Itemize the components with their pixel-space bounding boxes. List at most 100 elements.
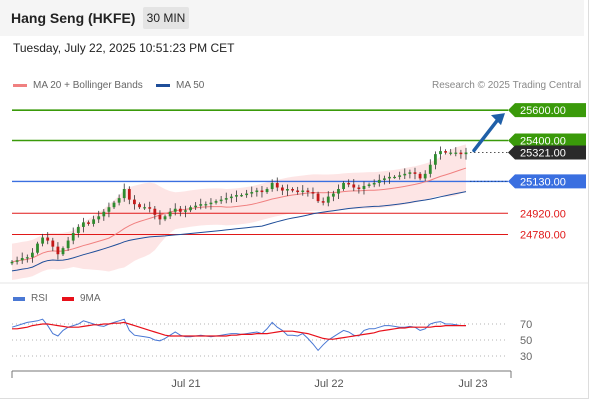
candle-body [398,175,402,177]
candle-body [382,178,386,180]
candle-body [260,190,264,193]
candle-body [184,210,187,212]
candle-body [25,257,29,259]
candle [173,203,177,216]
candle [168,208,172,220]
candle [454,147,458,157]
legend-ma20-swatch [13,84,27,87]
candle-body [444,151,447,153]
candle-body [311,192,315,194]
candle-body [148,207,152,209]
candle-body [388,176,391,179]
candle-body [296,190,300,193]
candle [408,169,412,179]
candle-body [41,237,45,244]
candle-body [199,204,203,206]
candle [87,220,90,226]
candle-body [408,172,412,174]
candle-body [306,190,310,193]
candle [66,236,70,251]
candle-body [301,190,305,193]
candle [143,203,147,210]
candle [117,194,121,206]
candle [235,190,238,203]
candle [51,237,55,252]
level-tag-2 [508,145,586,160]
candle [209,198,213,210]
candle-body [15,260,19,262]
candle [224,192,228,204]
candle [347,179,351,188]
chart-datetime: Tuesday, July 22, 2025 10:51:23 PM CET [13,41,235,55]
candle-body [393,176,396,179]
candle [265,187,269,194]
rsi-tick-label-0: 70 [520,319,532,331]
candle [41,233,45,247]
candle-body [76,226,80,233]
candle-body [362,185,366,190]
candle-body [51,240,55,247]
candle-body [133,199,136,205]
candle [398,171,402,180]
candle-body [10,261,14,264]
candle [61,246,65,257]
level-tag-3 [508,174,586,189]
candle [270,179,274,192]
candle-body [321,201,325,203]
credit-text: Research © 2025 Trading Central [432,80,582,91]
timeframe-button[interactable]: 30 MIN [143,7,189,29]
legend-rsi-label: RSI [31,293,48,304]
candle [189,205,192,213]
rsi-tick-label-2: 30 [520,351,532,363]
candle-body [71,232,75,241]
candle [133,195,136,210]
candle-body [240,195,243,197]
candle-body [286,189,289,191]
candle [357,184,361,194]
candle-body [352,184,356,188]
candle [82,217,85,233]
candle [321,197,325,206]
legend-9ma-swatch [62,296,74,301]
candle [311,187,315,200]
candle [20,252,24,264]
candle-body [158,214,162,220]
candle [10,259,14,266]
level-tag-1 [508,133,586,148]
candle-body [168,211,172,217]
candle-body [291,189,294,191]
candle [280,184,284,196]
candle [337,184,340,200]
candle [245,189,249,198]
candle-body [112,202,116,208]
candle-body [224,198,228,200]
candle [178,206,182,217]
candle [250,186,254,198]
candle-body [423,173,427,179]
candle-body [102,211,106,217]
candle-body [87,222,90,224]
candle [102,209,106,221]
candle [214,199,218,205]
candle [138,202,141,210]
projection-arrow-head [491,113,505,126]
candle-body [219,199,223,202]
candle [362,181,366,195]
candle-body [229,196,233,199]
candle-body [347,182,351,185]
candle [112,200,116,210]
candle [163,214,167,222]
candle [76,224,80,238]
legend-9ma-label: 9MA [80,293,101,304]
candle [377,174,381,187]
candle [31,248,34,263]
legend-ma50-label: MA 50 [176,80,205,91]
ma50-line [11,191,467,272]
candle-body [464,152,468,155]
candle [158,210,162,225]
candle [326,191,330,207]
candle-body [372,182,376,185]
candle [388,172,391,184]
level-label-3: 25130.00 [520,176,566,188]
